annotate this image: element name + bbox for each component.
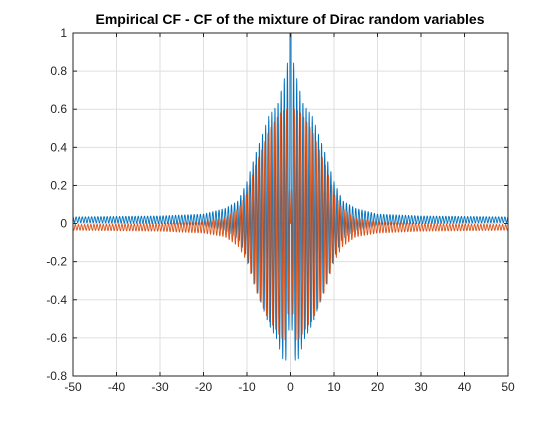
x-tick-label: -10	[238, 380, 256, 394]
y-tick-label: 0	[60, 217, 67, 231]
y-tick-label: 0.6	[50, 102, 67, 116]
x-tick-label: 20	[371, 380, 385, 394]
x-tick-label: 40	[458, 380, 472, 394]
x-tick-label: 10	[327, 380, 341, 394]
y-tick-label: 0.4	[50, 140, 67, 154]
y-tick-label: -0.8	[46, 369, 67, 383]
x-tick-label: -30	[151, 380, 169, 394]
x-tick-label: 0	[287, 380, 294, 394]
series-line-orange	[72, 108, 509, 341]
y-tick-label: 0.8	[50, 64, 67, 78]
x-tick-label: -40	[108, 380, 126, 394]
grid	[72, 32, 509, 377]
chart-title: Empirical CF - CF of the mixture of Dira…	[96, 11, 485, 27]
x-tick-label: 50	[501, 380, 515, 394]
y-tick-label: -0.2	[46, 255, 67, 269]
ticks: -50 -40 -30 -20 -10 0 10 20 30 40 50-0.8-0.6-0.4-0…	[46, 26, 515, 394]
x-tick-label: 30	[414, 380, 428, 394]
y-tick-label: 0.2	[50, 178, 67, 192]
y-tick-label: -0.4	[46, 293, 67, 307]
x-tick-label: -50	[64, 380, 82, 394]
y-tick-label: 1	[60, 26, 67, 40]
y-tick-label: -0.6	[46, 331, 67, 345]
x-tick-label: -20	[195, 380, 213, 394]
